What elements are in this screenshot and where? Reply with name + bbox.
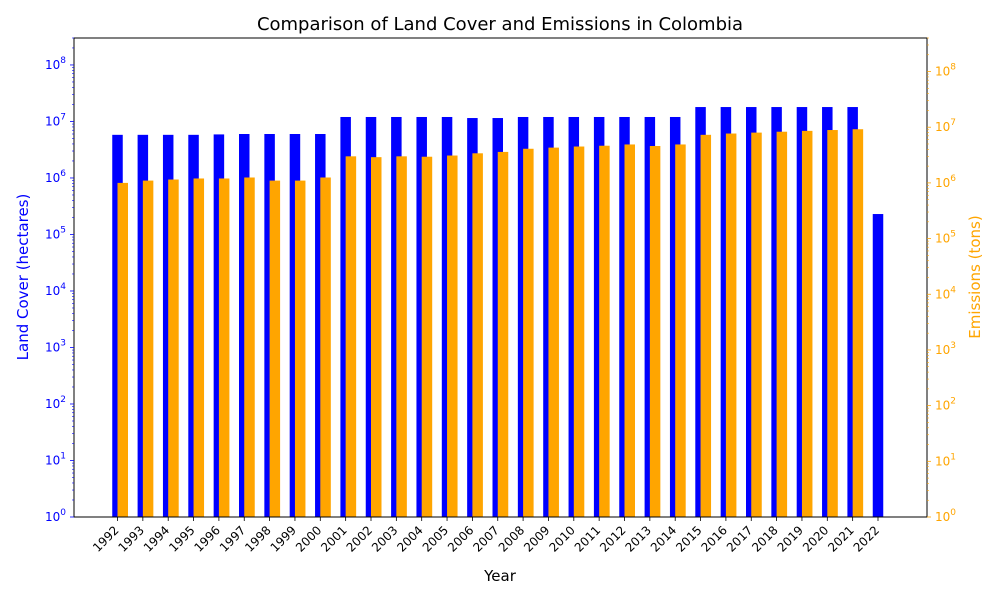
emissions-bar-1999: [294, 180, 306, 518]
x-tick-label-1995: 1995: [166, 523, 197, 554]
right-tick-label: 102: [935, 397, 956, 413]
x-tick-label-1997: 1997: [217, 523, 248, 554]
x-tick-label-2022: 2022: [851, 523, 882, 554]
x-tick-label-2002: 2002: [344, 523, 375, 554]
emissions-bar-2016: [725, 133, 737, 517]
right-axis-title: Emissions (tons): [966, 215, 984, 338]
left-tick-label: 101: [45, 451, 66, 467]
x-tick-label-1992: 1992: [90, 523, 121, 554]
emissions-bar-2000: [320, 177, 331, 517]
emissions-bar-2011: [599, 145, 610, 518]
x-tick-label-2001: 2001: [318, 523, 349, 554]
emissions-bar-2007: [497, 151, 509, 518]
emissions-bar-1997: [244, 177, 255, 517]
left-tick-label: 107: [45, 112, 66, 128]
x-tick-label-2007: 2007: [470, 523, 501, 554]
emissions-bar-2014: [675, 144, 686, 517]
x-tick-label-2016: 2016: [699, 523, 730, 554]
emissions-bar-2009: [548, 147, 559, 518]
left-tick-label: 108: [45, 56, 66, 72]
x-tick-label-2018: 2018: [749, 523, 780, 554]
emissions-bar-2006: [472, 153, 483, 517]
right-tick-label: 104: [935, 285, 956, 301]
bars-group: [112, 107, 884, 518]
emissions-bar-2015: [700, 134, 712, 517]
right-tick-label: 103: [935, 341, 956, 357]
right-tick-label: 105: [935, 230, 956, 246]
x-tick-label-1999: 1999: [268, 523, 299, 554]
emissions-bar-2003: [396, 156, 407, 517]
x-tick-label-1994: 1994: [141, 523, 172, 554]
x-tick-label-2015: 2015: [673, 523, 704, 554]
x-tick-label-2020: 2020: [800, 523, 831, 554]
emissions-bar-1992: [117, 182, 128, 517]
emissions-bar-2001: [345, 156, 357, 517]
emissions-bar-1998: [269, 180, 281, 518]
left-tick-label: 103: [45, 338, 66, 354]
right-axis: 100 101 102 103 104 105 106 107 108: [927, 37, 956, 524]
emissions-bar-2019: [801, 130, 813, 517]
left-tick-label: 102: [45, 395, 66, 411]
emissions-bar-2018: [776, 131, 788, 517]
x-tick-label-2008: 2008: [496, 523, 527, 554]
x-tick-label-2005: 2005: [420, 523, 451, 554]
emissions-bar-2005: [447, 155, 458, 517]
emissions-bar-1995: [193, 178, 205, 517]
right-tick-label: 106: [935, 174, 956, 190]
land-cover-bar-2022: [872, 214, 884, 517]
x-tick-label-2003: 2003: [369, 523, 400, 554]
left-tick-label: 106: [45, 169, 66, 185]
x-tick-label-1996: 1996: [192, 523, 223, 554]
x-tick-label-2021: 2021: [825, 523, 856, 554]
x-tick-label-2012: 2012: [597, 523, 628, 554]
x-tick-label-2011: 2011: [572, 523, 603, 554]
x-tick-label-2010: 2010: [546, 523, 577, 554]
emissions-bar-2013: [649, 145, 661, 517]
left-axis-title: Land Cover (hectares): [14, 194, 32, 361]
x-tick-label-2013: 2013: [622, 523, 653, 554]
x-tick-label-1998: 1998: [242, 523, 273, 554]
left-tick-label: 100: [45, 508, 66, 524]
left-axis: 100 101 102 103 104 105 106 107 108: [45, 37, 74, 524]
x-tick-label-2019: 2019: [775, 523, 806, 554]
right-tick-label: 100: [935, 508, 956, 524]
emissions-bar-2020: [827, 130, 838, 517]
left-tick-label: 105: [45, 225, 66, 241]
right-tick-label: 108: [935, 63, 956, 79]
right-tick-label: 101: [935, 452, 956, 468]
x-tick-label-2009: 2009: [521, 523, 552, 554]
emissions-bar-2004: [421, 156, 433, 518]
x-axis: 1992199319941995199619971998199920002001…: [90, 517, 882, 555]
x-tick-label-2014: 2014: [648, 523, 679, 554]
chart-title: Comparison of Land Cover and Emissions i…: [257, 14, 743, 35]
emissions-bar-2017: [751, 132, 762, 517]
x-tick-label-2000: 2000: [293, 523, 324, 554]
x-tick-label-2004: 2004: [394, 523, 425, 554]
emissions-bar-2021: [852, 129, 864, 517]
right-tick-label: 107: [935, 118, 956, 134]
emissions-bar-2002: [371, 157, 382, 517]
x-tick-label-2006: 2006: [445, 523, 476, 554]
emissions-bar-1993: [142, 180, 154, 518]
emissions-bar-1994: [168, 179, 179, 517]
emissions-bar-1996: [218, 178, 230, 517]
x-axis-title: Year: [483, 567, 517, 585]
left-tick-label: 104: [45, 282, 66, 298]
emissions-bar-2012: [624, 144, 635, 517]
x-tick-label-2017: 2017: [724, 523, 755, 554]
emissions-bar-2010: [573, 146, 585, 518]
emissions-bar-2008: [523, 148, 534, 517]
x-tick-label-1993: 1993: [115, 523, 146, 554]
